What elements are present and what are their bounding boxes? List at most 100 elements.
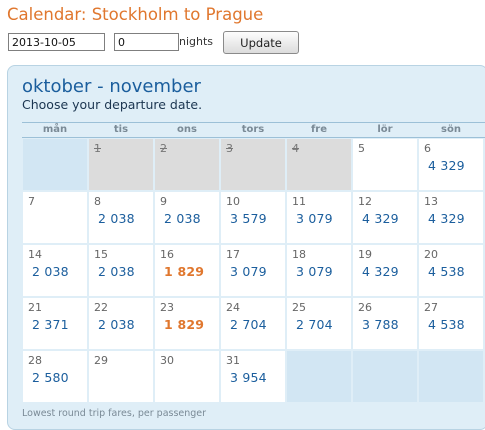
calendar-day-7[interactable]: 7: [22, 191, 88, 244]
calendar-day-6[interactable]: 6 4 329: [418, 138, 484, 191]
day-number: 14: [28, 248, 42, 261]
day-number: 20: [424, 248, 438, 261]
calendar-day-11[interactable]: 11 3 079: [286, 191, 352, 244]
fare-price[interactable]: 2 371: [32, 317, 69, 332]
fare-price[interactable]: 3 954: [230, 370, 267, 385]
fare-price[interactable]: 4 329: [362, 264, 399, 279]
fare-price[interactable]: 4 329: [362, 211, 399, 226]
calendar-day-16[interactable]: 16 1 829: [154, 244, 220, 297]
fare-price[interactable]: 4 538: [428, 317, 465, 332]
fare-price[interactable]: 4 329: [428, 158, 465, 173]
calendar-day-20[interactable]: 20 4 538: [418, 244, 484, 297]
calendar-panel: oktober - november Choose your departure…: [7, 65, 485, 430]
update-button[interactable]: Update: [223, 31, 299, 54]
day-number: 30: [160, 354, 174, 367]
weekday-label: fre: [310, 124, 328, 135]
day-number: 16: [160, 248, 174, 261]
calendar-empty-cell: [22, 138, 88, 191]
calendar-day-31[interactable]: 31 3 954: [220, 350, 286, 403]
calendar-day-21[interactable]: 21 2 371: [22, 297, 88, 350]
calendar-day-8[interactable]: 8 2 038: [88, 191, 154, 244]
day-number: 11: [292, 195, 306, 208]
calendar-empty-cell: [286, 350, 352, 403]
calendar-empty-cell: [418, 350, 484, 403]
fare-price[interactable]: 4 538: [428, 264, 465, 279]
day-number: 4: [292, 142, 299, 155]
calendar-day-18[interactable]: 18 3 079: [286, 244, 352, 297]
fare-price[interactable]: 2 038: [98, 317, 135, 332]
calendar-day-5[interactable]: 5: [352, 138, 418, 191]
fare-price[interactable]: 2 038: [98, 211, 135, 226]
fare-price[interactable]: 2 580: [32, 370, 69, 385]
calendar-day-17[interactable]: 17 3 079: [220, 244, 286, 297]
lowest-fare-price[interactable]: 1 829: [164, 264, 205, 279]
fare-price[interactable]: 3 788: [362, 317, 399, 332]
day-number: 24: [226, 301, 240, 314]
departure-date-input[interactable]: [8, 33, 105, 51]
day-number: 28: [28, 354, 42, 367]
lowest-fare-price[interactable]: 1 829: [164, 317, 205, 332]
weekday-label: tis: [113, 124, 129, 135]
fare-price[interactable]: 2 704: [230, 317, 267, 332]
fare-price[interactable]: 3 079: [296, 264, 333, 279]
weekday-label: mån: [42, 124, 68, 135]
weekday-label: tors: [241, 124, 265, 135]
calendar-day-24[interactable]: 24 2 704: [220, 297, 286, 350]
search-controls: nights Update: [8, 31, 308, 54]
day-number: 10: [226, 195, 240, 208]
fare-price[interactable]: 3 579: [230, 211, 267, 226]
day-number: 19: [358, 248, 372, 261]
calendar-day-27[interactable]: 27 4 538: [418, 297, 484, 350]
weekday-header: mån tis ons tors fre lör sön: [22, 122, 485, 138]
calendar-day-9[interactable]: 9 2 038: [154, 191, 220, 244]
day-number: 26: [358, 301, 372, 314]
calendar-day-26[interactable]: 26 3 788: [352, 297, 418, 350]
day-number: 9: [160, 195, 167, 208]
day-number: 3: [226, 142, 233, 155]
weekday-label: lör: [377, 124, 393, 135]
fare-price[interactable]: 2 704: [296, 317, 333, 332]
weekday-label: ons: [177, 124, 197, 135]
day-number: 8: [94, 195, 101, 208]
day-number: 27: [424, 301, 438, 314]
day-number: 12: [358, 195, 372, 208]
fare-price[interactable]: 2 038: [32, 264, 69, 279]
fare-price[interactable]: 3 079: [296, 211, 333, 226]
calendar-day-22[interactable]: 22 2 038: [88, 297, 154, 350]
day-number: 2: [160, 142, 167, 155]
day-number: 17: [226, 248, 240, 261]
calendar-past-day: 1: [88, 138, 154, 191]
calendar-day-12[interactable]: 12 4 329: [352, 191, 418, 244]
day-number: 31: [226, 354, 240, 367]
calendar-day-23[interactable]: 23 1 829: [154, 297, 220, 350]
day-number: 29: [94, 354, 108, 367]
calendar-day-30[interactable]: 30: [154, 350, 220, 403]
calendar-empty-cell: [352, 350, 418, 403]
fare-price[interactable]: 2 038: [164, 211, 201, 226]
fare-price[interactable]: 4 329: [428, 211, 465, 226]
calendar-day-10[interactable]: 10 3 579: [220, 191, 286, 244]
day-number: 7: [28, 195, 35, 208]
page-title: Calendar: Stockholm to Prague: [7, 5, 264, 24]
fare-footnote: Lowest round trip fares, per passenger: [22, 408, 207, 419]
day-number: 6: [424, 142, 431, 155]
calendar-day-25[interactable]: 25 2 704: [286, 297, 352, 350]
fare-price[interactable]: 2 038: [98, 264, 135, 279]
nights-input[interactable]: [114, 33, 179, 51]
day-number: 21: [28, 301, 42, 314]
weekday-label: sön: [441, 124, 461, 135]
calendar-day-19[interactable]: 19 4 329: [352, 244, 418, 297]
calendar-day-28[interactable]: 28 2 580: [22, 350, 88, 403]
calendar-day-13[interactable]: 13 4 329: [418, 191, 484, 244]
calendar-day-29[interactable]: 29: [88, 350, 154, 403]
day-number: 23: [160, 301, 174, 314]
calendar-past-day: 2: [154, 138, 220, 191]
calendar-day-15[interactable]: 15 2 038: [88, 244, 154, 297]
day-number: 5: [358, 142, 365, 155]
calendar-past-day: 3: [220, 138, 286, 191]
calendar-day-14[interactable]: 14 2 038: [22, 244, 88, 297]
day-number: 15: [94, 248, 108, 261]
fare-price[interactable]: 3 079: [230, 264, 267, 279]
